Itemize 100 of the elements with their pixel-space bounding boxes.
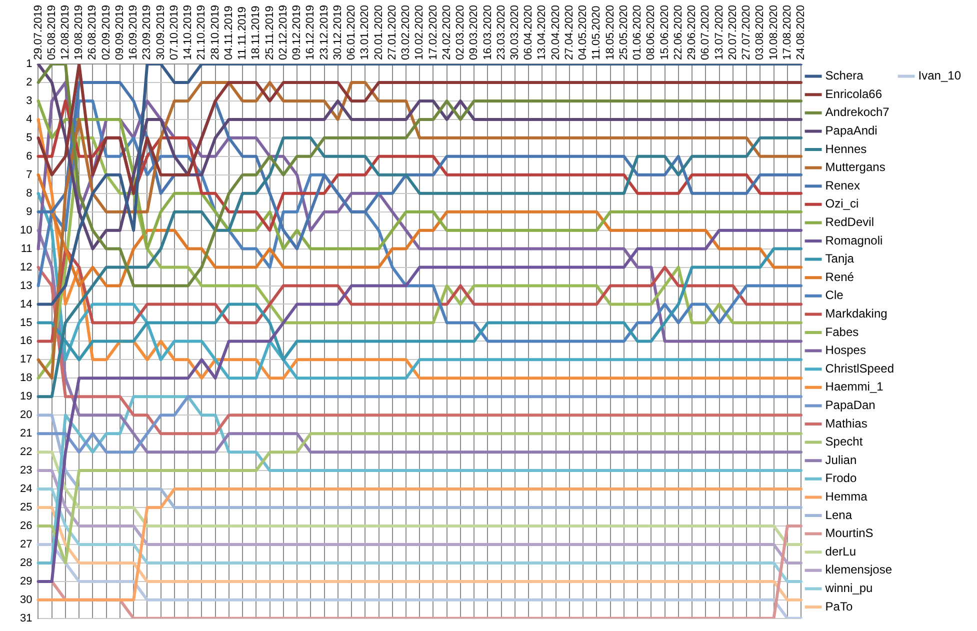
x-tick-label: 23.03.2020 xyxy=(495,4,508,60)
y-tick-label: 16 xyxy=(20,335,32,348)
legend-label: RedDevil xyxy=(825,215,874,230)
x-tick-label: 03.08.2020 xyxy=(754,4,766,60)
legend-label: Lena xyxy=(825,508,852,522)
x-tick-label: 06.07.2020 xyxy=(700,4,712,60)
legend-label: Andrekoch7 xyxy=(825,105,890,120)
y-tick-label: 10 xyxy=(20,224,32,236)
x-tick-label: 11.05.2020 xyxy=(590,6,603,60)
x-tick-label: 14.10.2019 xyxy=(182,4,194,60)
x-tick-label: 02.03.2020 xyxy=(454,4,467,60)
x-tick-label: 08.06.2020 xyxy=(645,4,658,60)
x-tick-label: 19.08.2019 xyxy=(73,4,86,60)
y-tick-label: 23 xyxy=(20,464,32,477)
legend-label: klemensjose xyxy=(825,562,892,577)
x-tick-label: 06.04.2020 xyxy=(522,4,535,60)
legend-label: Cle xyxy=(825,288,844,302)
y-tick-label: 31 xyxy=(20,612,32,624)
x-tick-label: 23.09.2019 xyxy=(141,4,154,60)
y-tick-label: 28 xyxy=(20,556,32,569)
y-tick-label: 17 xyxy=(20,354,32,366)
y-tick-label: 13 xyxy=(20,280,32,292)
legend-label: René xyxy=(825,270,854,284)
y-tick-label: 15 xyxy=(20,316,32,329)
x-tick-label: 23.12.2019 xyxy=(318,4,330,60)
x-tick-label: 17.08.2020 xyxy=(781,4,794,60)
legend-label: Hospes xyxy=(825,343,866,358)
legend-label: Julian xyxy=(825,452,857,467)
legend-label: Enricola66 xyxy=(825,86,882,101)
legend-label: Hennes xyxy=(825,142,867,156)
y-tick-label: 14 xyxy=(20,298,32,310)
x-tick-label: 11.11.2019 xyxy=(236,6,249,60)
legend-label: Muttergans xyxy=(825,160,886,174)
x-tick-label: 07.10.2019 xyxy=(168,4,180,60)
x-tick-label: 29.07.2019 xyxy=(32,4,44,60)
y-tick-label: 7 xyxy=(26,168,32,181)
y-tick-label: 11 xyxy=(20,242,32,255)
x-tick-label: 10.08.2020 xyxy=(768,4,780,60)
legend-label: Hemma xyxy=(825,490,868,504)
x-tick-label: 10.02.2020 xyxy=(414,4,426,60)
x-tick-label: 22.06.2020 xyxy=(672,4,684,60)
legend-label: Fabes xyxy=(825,324,859,339)
x-tick-label: 06.01.2020 xyxy=(346,4,358,60)
legend-label: PapaAndi xyxy=(825,124,878,138)
x-tick-label: 13.01.2020 xyxy=(359,4,372,60)
x-tick-label: 09.09.2019 xyxy=(114,4,126,60)
y-tick-label: 22 xyxy=(20,446,32,458)
legend-label: PapaDan xyxy=(825,398,876,412)
x-tick-label: 18.11.2019 xyxy=(250,6,262,60)
legend-label: Romagnoli xyxy=(825,233,883,248)
legend-label: winni_pu xyxy=(824,581,873,596)
legend-label: derLu xyxy=(825,544,856,558)
y-tick-label: 5 xyxy=(26,132,32,144)
x-tick-label: 03.02.2020 xyxy=(400,4,412,60)
y-tick-label: 24 xyxy=(20,483,32,496)
legend-label: Specht xyxy=(825,434,864,449)
x-tick-label: 24.02.2020 xyxy=(440,4,453,60)
y-tick-label: 1 xyxy=(26,58,32,70)
y-tick-label: 21 xyxy=(20,428,32,440)
y-tick-label: 26 xyxy=(20,520,32,532)
x-tick-label: 20.01.2020 xyxy=(372,4,385,60)
x-tick-label: 04.05.2020 xyxy=(577,4,590,60)
x-tick-label: 13.07.2020 xyxy=(713,4,726,60)
x-tick-label: 12.08.2019 xyxy=(60,4,72,60)
x-tick-label: 24.08.2020 xyxy=(795,4,808,60)
legend-label: Mathias xyxy=(825,416,868,430)
legend-label: Ozi_ci xyxy=(825,196,859,211)
y-tick-label: 12 xyxy=(20,261,32,274)
legend-label: Tanja xyxy=(825,252,854,266)
x-tick-label: 05.08.2019 xyxy=(46,4,58,60)
x-tick-label: 25.05.2020 xyxy=(618,4,630,60)
y-tick-label: 30 xyxy=(20,594,32,606)
x-tick-label: 15.06.2020 xyxy=(658,4,671,60)
x-tick-label: 16.03.2020 xyxy=(482,4,494,60)
y-tick-label: 2 xyxy=(26,76,32,89)
x-tick-label: 17.02.2020 xyxy=(427,4,440,60)
y-tick-label: 6 xyxy=(26,150,32,162)
y-tick-label: 8 xyxy=(26,187,32,200)
x-tick-label: 21.10.2019 xyxy=(196,4,208,60)
x-tick-label: 27.01.2020 xyxy=(386,4,398,60)
x-tick-label: 20.07.2020 xyxy=(726,4,739,60)
y-tick-label: 19 xyxy=(20,390,32,403)
legend-label: ChristlSpeed xyxy=(825,361,894,376)
y-tick-label: 18 xyxy=(20,372,32,384)
x-tick-label: 18.05.2020 xyxy=(604,4,616,60)
y-tick-label: 29 xyxy=(20,575,32,588)
x-tick-label: 27.04.2020 xyxy=(563,4,576,60)
x-tick-label: 29.06.2020 xyxy=(686,4,698,60)
x-tick-label: 30.03.2020 xyxy=(508,4,521,60)
x-tick-label: 25.11.2019 xyxy=(264,6,276,60)
x-tick-label: 30.09.2019 xyxy=(154,4,167,60)
legend-label: Schera xyxy=(825,68,864,83)
legend-label: Markdaking xyxy=(825,306,888,321)
x-tick-label: 30.12.2019 xyxy=(332,4,344,60)
x-tick-label: 13.04.2020 xyxy=(536,4,548,60)
x-tick-label: 09.12.2019 xyxy=(291,4,304,60)
y-tick-label: 20 xyxy=(20,409,32,422)
x-tick-label: 27.07.2020 xyxy=(740,4,753,60)
x-tick-label: 26.08.2019 xyxy=(86,4,99,60)
legend-label: Ivan_10 xyxy=(918,68,962,83)
